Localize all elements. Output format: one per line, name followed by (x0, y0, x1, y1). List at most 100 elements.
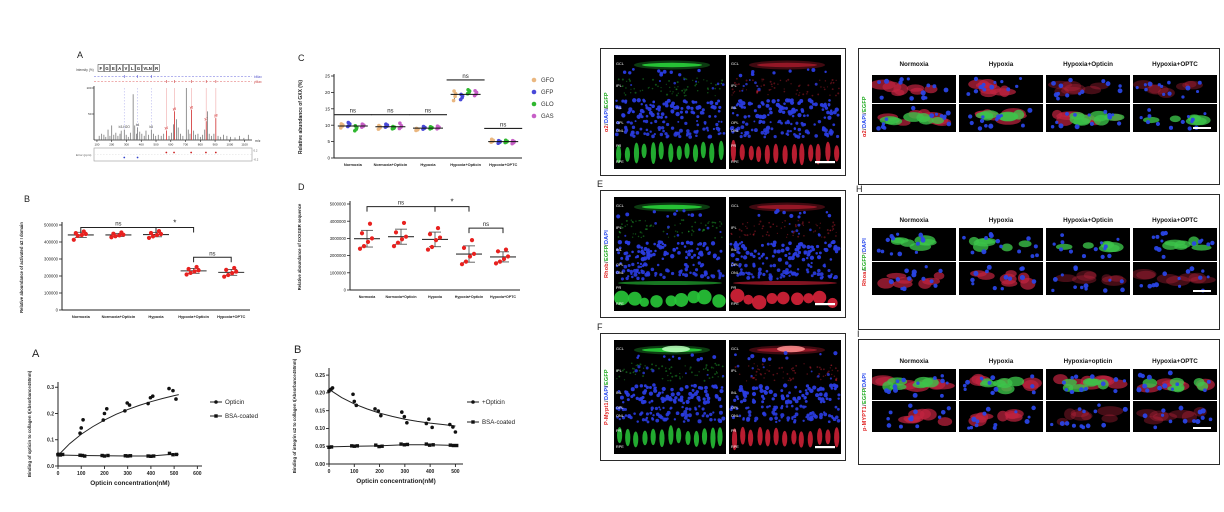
panel-h-label: H (856, 184, 863, 194)
svg-text:y4: y4 (165, 126, 169, 130)
multidot-svg: 0 5 10 15 20 25 ns Normoxia ns Normoxia+Opticin ns… (298, 74, 554, 167)
svg-text:RPE: RPE (731, 302, 739, 306)
retina-image: GCL IPL INL OPL ONL PR RPE (614, 340, 726, 454)
svg-text:Error (ppm): Error (ppm) (76, 153, 91, 157)
svg-text:*: * (173, 219, 176, 228)
svg-text:Hypoxia: Hypoxia (428, 295, 443, 299)
svg-text:IPL: IPL (616, 84, 622, 88)
svg-text:GFO: GFO (541, 78, 554, 84)
micro-panel-a2-treatments: α2/DAPI / EGFP Normoxia Hypoxia Hypoxia+Optic… (858, 48, 1220, 185)
svg-text:0.0: 0.0 (47, 464, 54, 470)
stain-label: P-Mypt1 / DAPI / EGFP (601, 334, 613, 460)
svg-text:0.15: 0.15 (315, 408, 325, 414)
stain-label-part: / (604, 384, 610, 387)
svg-text:y6: y6 (190, 105, 194, 109)
svg-text:yMax: yMax (254, 80, 262, 84)
svg-text:400: 400 (139, 143, 144, 147)
treatment-header: Hypoxia (988, 217, 1014, 224)
stain-label-part: α2 (604, 125, 610, 133)
strip-image (1133, 262, 1217, 295)
stain-label-part: / (604, 400, 610, 403)
svg-text:4000000: 4000000 (330, 219, 347, 224)
panel-i-label: I (857, 329, 860, 339)
strip-image (1133, 104, 1217, 132)
svg-text:BSA-coated: BSA-coated (225, 413, 259, 420)
svg-text:0: 0 (57, 471, 60, 477)
svg-text:600: 600 (193, 471, 202, 477)
svg-text:0.10: 0.10 (315, 426, 325, 432)
svg-text:0: 0 (327, 156, 330, 161)
panel-b-label: B (24, 194, 31, 204)
svg-text:V: V (125, 66, 128, 71)
svg-text:L: L (131, 66, 134, 71)
strip-image (959, 104, 1043, 132)
svg-text:b3-H2O: b3-H2O (119, 125, 131, 129)
treatment-header: Hypoxia+Opticin (1063, 217, 1113, 224)
svg-text:ONL: ONL (616, 271, 624, 275)
svg-text:RPE: RPE (616, 302, 624, 306)
svg-text:Relative aboundance of activat: Relative aboundance of activated α2 I do… (19, 222, 24, 313)
svg-text:500: 500 (451, 469, 460, 475)
panel-d-label: D (298, 182, 305, 192)
svg-text:5000000: 5000000 (330, 202, 347, 207)
svg-text:OPL: OPL (731, 263, 739, 267)
svg-text:Hypoxia+OPTC: Hypoxia+OPTC (217, 314, 245, 319)
svg-text:RPE: RPE (616, 445, 624, 449)
svg-text:OPL: OPL (731, 406, 739, 410)
retina-image: GCL IPL INL OPL ONL PR RPE (614, 55, 726, 169)
micro-panel-a2-retina: α2 / DAPI / EGFP GCL IPL INL OPL ONL PR RPE GCL IP… (600, 48, 846, 176)
svg-text:GLO: GLO (541, 102, 554, 108)
svg-text:IPL: IPL (731, 84, 737, 88)
svg-text:300000: 300000 (44, 257, 59, 262)
svg-text:0.20: 0.20 (315, 391, 325, 397)
svg-text:IPL: IPL (731, 226, 737, 230)
svg-text:INL: INL (731, 391, 737, 395)
dotplot-svg: 0 1000000 2000000 3000000 4000000 5000000 Norm… (297, 198, 520, 299)
micro-panel-pmypt1-retina: P-Mypt1 / DAPI / EGFP GCL IPL INL OPL ONL PR RPE… (600, 333, 846, 461)
svg-text:ns: ns (462, 74, 468, 80)
svg-text:Hypoxia+Opticin: Hypoxia+Opticin (455, 295, 483, 299)
svg-text:A: A (118, 66, 121, 71)
svg-text:ONL: ONL (731, 414, 739, 418)
svg-text:G: G (137, 66, 140, 71)
svg-text:25: 25 (325, 74, 331, 79)
svg-text:0.05: 0.05 (315, 444, 325, 450)
svg-text:PR: PR (731, 286, 737, 290)
svg-text:Normoxia+Opticin: Normoxia+Opticin (385, 295, 416, 299)
svg-text:300: 300 (401, 469, 410, 475)
svg-text:Hypoxia+Opticin: Hypoxia+Opticin (450, 162, 481, 167)
svg-text:GCL: GCL (616, 204, 624, 208)
stain-label-part: / (862, 404, 868, 407)
svg-text:600: 600 (168, 143, 173, 147)
stain-label-part: / (862, 252, 868, 254)
svg-text:300: 300 (124, 471, 133, 477)
svg-text:R: R (155, 66, 158, 71)
stain-label-part: EGFP (604, 369, 610, 385)
svg-text:BSA-coated: BSA-coated (482, 419, 516, 426)
svg-text:0: 0 (328, 469, 331, 475)
svg-text:bMax: bMax (254, 75, 262, 79)
strip-image (1046, 104, 1130, 132)
stain-label-part: p-MYPT1 (862, 406, 868, 432)
svg-text:ns: ns (398, 201, 404, 207)
strip-image (872, 262, 956, 295)
svg-text:PR: PR (616, 286, 622, 290)
stain-label-part: / (604, 243, 610, 246)
svg-text:200000: 200000 (44, 274, 59, 279)
stain-label-part: / (862, 127, 868, 130)
svg-text:GCL: GCL (731, 204, 739, 208)
treatment-header: Hypoxia (988, 358, 1014, 365)
svg-text:5: 5 (327, 139, 330, 144)
svg-text:Normoxia: Normoxia (72, 314, 91, 319)
svg-text:GCL: GCL (616, 347, 624, 351)
treatment-header: Hypoxia+opticin (1063, 358, 1113, 365)
svg-text:INL: INL (616, 106, 622, 110)
svg-text:100000: 100000 (44, 291, 59, 296)
svg-text:RPE: RPE (731, 445, 739, 449)
svg-text:RPE: RPE (731, 160, 739, 164)
stain-label-part: DAPI (604, 229, 610, 244)
svg-text:OPL: OPL (616, 263, 624, 267)
svg-text:y8: y8 (214, 114, 218, 118)
svg-text:200: 200 (375, 469, 384, 475)
svg-text:Hypoxia+Opticin: Hypoxia+Opticin (178, 314, 209, 319)
